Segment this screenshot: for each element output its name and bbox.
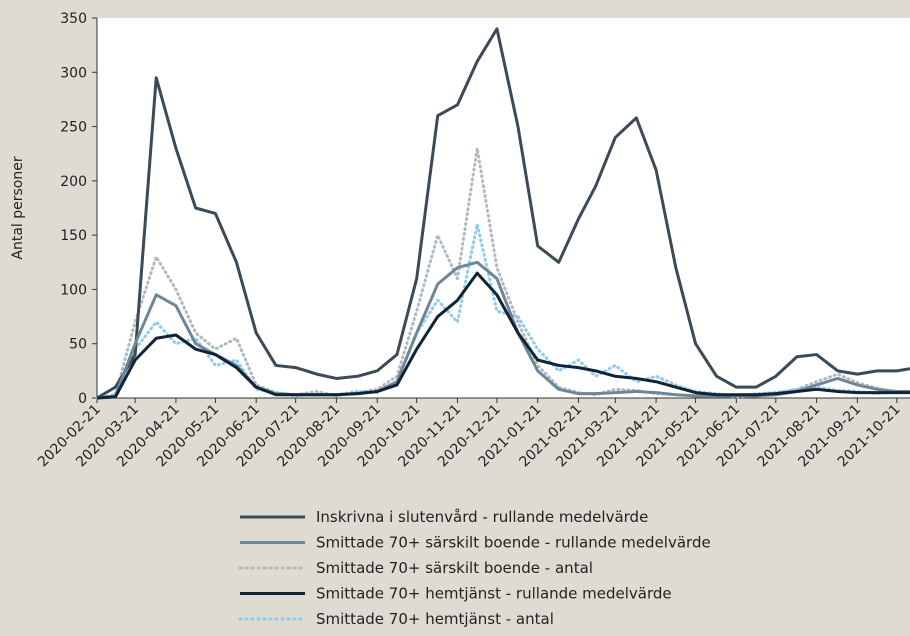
- y-axis-label: Antal personer: [10, 156, 26, 259]
- y-tick-label: 100: [60, 282, 87, 298]
- y-tick-label: 300: [60, 65, 87, 81]
- y-tick-label: 250: [60, 120, 87, 136]
- legend-label: Smittade 70+ hemtjänst - rullande medelv…: [316, 585, 672, 603]
- series-line: [96, 271, 910, 400]
- y-tick-label: 50: [69, 337, 87, 353]
- y-tick-label: 150: [60, 228, 87, 244]
- legend-label: Smittade 70+ särskilt boende - antal: [316, 559, 593, 577]
- legend-label: Inskrivna i slutenvård - rullande medelv…: [316, 508, 648, 526]
- y-tick-label: 200: [60, 174, 87, 190]
- series-line: [96, 27, 910, 400]
- legend-label: Smittade 70+ hemtjänst - antal: [316, 610, 554, 628]
- plot-area: [97, 18, 910, 398]
- y-tick-label: 350: [60, 11, 87, 27]
- y-tick-label: 0: [78, 391, 87, 407]
- legend-label: Smittade 70+ särskilt boende - rullande …: [316, 534, 711, 552]
